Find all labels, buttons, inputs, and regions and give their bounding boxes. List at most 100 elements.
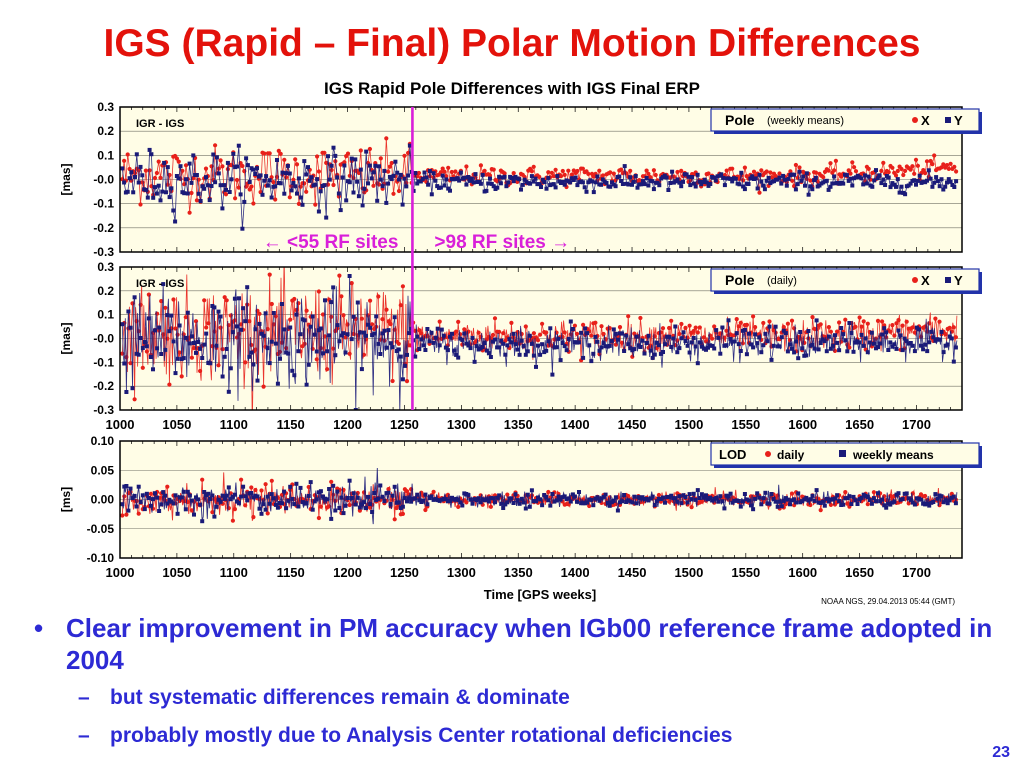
data-point-weekly-means: [261, 502, 266, 507]
data-point-Y: [835, 340, 840, 345]
data-point-Y: [739, 170, 744, 175]
data-point-Y: [639, 182, 644, 187]
data-point-Y: [575, 183, 580, 188]
data-point-X: [928, 158, 933, 164]
data-point-X: [788, 169, 793, 174]
data-point-X: [679, 168, 684, 173]
data-point-weekly-means: [282, 489, 287, 494]
data-point-X: [943, 332, 948, 337]
data-point-X: [271, 180, 276, 185]
data-point-Y: [275, 381, 280, 386]
data-point-weekly-means: [228, 497, 233, 502]
data-point-Y: [427, 169, 432, 173]
data-point-weekly-means: [673, 496, 678, 501]
data-point-X: [476, 330, 481, 335]
data-point-Y: [397, 177, 401, 182]
data-point-Y: [216, 309, 221, 314]
data-point-Y: [722, 183, 727, 188]
data-point-Y: [673, 324, 678, 329]
data-point-Y: [183, 335, 188, 340]
data-point-Y: [484, 188, 489, 193]
data-point-Y: [147, 147, 152, 152]
data-point-X: [391, 191, 396, 196]
data-point-Y: [917, 327, 921, 332]
data-point-daily: [546, 489, 551, 495]
data-point-daily: [357, 508, 362, 513]
data-point-Y: [690, 175, 695, 179]
x-tick-label: 1300: [447, 565, 476, 580]
data-point-X: [341, 313, 346, 318]
y-tick-label: 0.00: [91, 493, 115, 507]
data-point-Y: [896, 328, 901, 333]
data-point-X: [404, 379, 410, 384]
data-point-Y: [814, 318, 819, 323]
data-point-X: [888, 329, 893, 334]
data-point-Y: [241, 306, 246, 311]
data-point-Y: [202, 342, 207, 347]
data-point-Y: [663, 342, 667, 347]
data-point-Y: [757, 172, 762, 177]
data-point-X: [376, 294, 381, 299]
data-point-Y: [302, 159, 307, 164]
data-point-Y: [327, 333, 332, 338]
data-point-Y: [697, 179, 702, 184]
data-point-Y: [877, 173, 882, 178]
data-point-daily: [587, 503, 592, 509]
data-point-Y: [439, 327, 444, 332]
dash-icon: –: [78, 724, 90, 747]
data-point-X: [691, 328, 696, 334]
data-point-Y: [706, 345, 710, 350]
y-tick-label: 0.2: [97, 124, 114, 138]
data-point-Y: [553, 185, 558, 190]
data-point-Y: [202, 186, 207, 191]
data-point-daily: [431, 489, 436, 494]
data-point-X: [437, 319, 442, 324]
data-point-X: [456, 319, 461, 324]
data-point-Y: [849, 331, 854, 335]
data-point-Y: [556, 336, 561, 341]
data-point-Y: [691, 181, 696, 186]
data-point-Y: [704, 347, 708, 352]
data-point-Y: [681, 330, 686, 335]
data-point-Y: [491, 184, 496, 189]
data-point-X: [444, 174, 449, 179]
data-point-Y: [571, 178, 576, 182]
data-point-Y: [491, 339, 495, 344]
data-point-X: [900, 323, 905, 328]
data-point-Y: [699, 182, 704, 187]
data-point-Y: [384, 200, 389, 205]
data-point-Y: [480, 345, 485, 349]
data-point-X: [361, 352, 367, 357]
x-tick-label: 1700: [902, 417, 931, 432]
data-point-weekly-means: [888, 502, 893, 507]
data-point-weekly-means: [355, 495, 360, 500]
data-point-Y: [888, 185, 893, 190]
data-point-Y: [522, 177, 527, 182]
plot-border: [119, 440, 963, 559]
data-point-Y: [153, 185, 157, 190]
data-point-Y: [265, 183, 270, 188]
data-point-Y: [843, 338, 848, 343]
data-point-weekly-means: [343, 503, 348, 508]
data-point-Y: [863, 336, 868, 341]
data-point-Y: [130, 386, 135, 391]
data-point-weekly-means: [458, 500, 463, 505]
data-point-Y: [613, 331, 618, 336]
data-point-X: [572, 323, 578, 328]
sub-bullet-2-text: probably mostly due to Analysis Center r…: [110, 724, 733, 747]
data-point-Y: [603, 344, 608, 349]
x-tick-label: 1650: [845, 565, 874, 580]
data-point-Y: [941, 350, 946, 355]
data-point-Y: [638, 345, 643, 349]
data-point-weekly-means: [847, 494, 852, 499]
data-point-X: [387, 164, 392, 169]
data-point-Y: [372, 331, 377, 336]
data-point-weekly-means: [175, 511, 180, 516]
data-point-Y: [440, 173, 445, 178]
sub-bullet-1: – but systematic differences remain & do…: [34, 684, 994, 712]
data-point-Y: [185, 191, 190, 196]
data-point-X: [797, 165, 802, 170]
data-point-Y: [658, 351, 663, 356]
data-point-X: [278, 151, 283, 156]
data-point-Y: [405, 352, 409, 357]
